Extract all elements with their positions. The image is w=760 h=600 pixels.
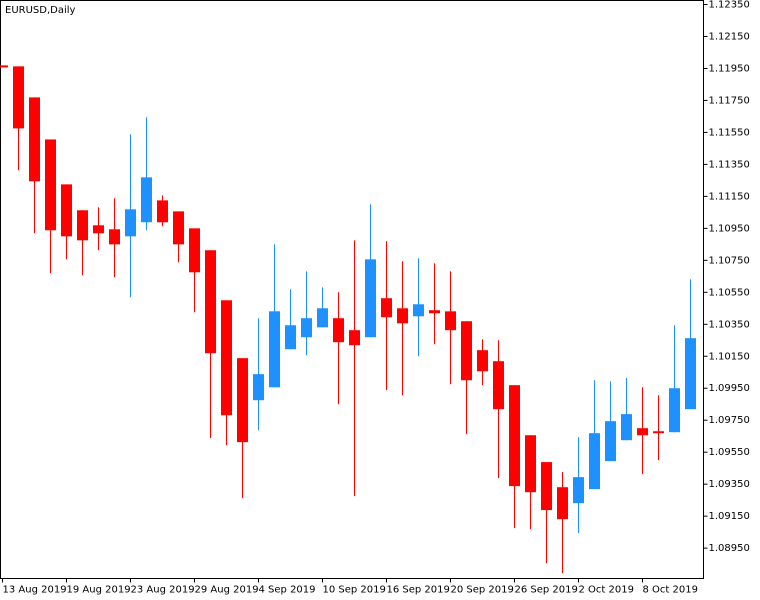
candle-body <box>13 66 24 129</box>
candle-body <box>93 225 104 234</box>
candle-body <box>269 311 280 388</box>
candle-body <box>173 211 184 245</box>
candle-body <box>125 209 136 237</box>
x-tick-label: 23 Aug 2019 <box>131 585 195 596</box>
x-tick-label: 20 Sep 2019 <box>451 585 514 596</box>
x-tick-label: 4 Sep 2019 <box>259 585 316 596</box>
candle-body <box>157 200 168 223</box>
y-tick-label: 1.09150 <box>709 511 750 522</box>
candle-body <box>429 310 440 314</box>
candle-body <box>637 428 648 436</box>
x-tick-label: 10 Sep 2019 <box>323 585 386 596</box>
candle-body <box>285 325 296 350</box>
candle-body <box>29 97 40 182</box>
y-tick-label: 1.10950 <box>709 223 750 234</box>
candle-body <box>109 229 120 245</box>
y-tick-label: 1.12150 <box>709 31 750 42</box>
x-tick-label: 8 Oct 2019 <box>643 585 698 596</box>
candle-body <box>189 228 200 273</box>
candle-body <box>205 250 216 354</box>
candle-body <box>445 311 456 331</box>
y-tick-label: 1.12350 <box>709 0 750 10</box>
candle-body <box>0 65 8 68</box>
y-tick-label: 1.10150 <box>709 351 750 362</box>
y-tick-label: 1.09950 <box>709 383 750 394</box>
x-tick-label: 19 Aug 2019 <box>67 585 131 596</box>
candle-body <box>477 350 488 372</box>
y-tick-label: 1.10750 <box>709 255 750 266</box>
candle-body <box>685 338 696 410</box>
candle-body <box>381 298 392 318</box>
y-tick-label: 1.09350 <box>709 479 750 490</box>
candle-body <box>301 318 312 338</box>
y-tick-label: 1.10350 <box>709 319 750 330</box>
candle-body <box>541 462 552 511</box>
candle-body <box>493 361 504 410</box>
candle-body <box>461 321 472 381</box>
x-tick-label: 26 Sep 2019 <box>515 585 578 596</box>
candle-body <box>621 414 632 441</box>
candle-body <box>669 388 680 433</box>
y-tick-label: 1.10550 <box>709 287 750 298</box>
x-tick-label: 2 Oct 2019 <box>579 585 634 596</box>
chart-title: EURUSD,Daily <box>5 5 76 16</box>
candle-body <box>397 308 408 324</box>
candle-body <box>573 477 584 504</box>
candle-body <box>317 308 328 328</box>
candle-body <box>221 300 232 416</box>
candle-body <box>253 374 264 401</box>
y-tick-label: 1.09750 <box>709 415 750 426</box>
y-tick-label: 1.11350 <box>709 159 750 170</box>
candle-body <box>349 330 360 346</box>
candle-body <box>413 304 424 317</box>
x-tick-label: 16 Sep 2019 <box>387 585 450 596</box>
y-tick-label: 1.11750 <box>709 95 750 106</box>
y-tick-label: 1.11550 <box>709 127 750 138</box>
candle-body <box>557 487 568 520</box>
candle-body <box>333 318 344 343</box>
candle-body <box>61 184 72 237</box>
candle-body <box>365 259 376 338</box>
x-tick-label: 13 Aug 2019 <box>3 585 67 596</box>
plot-frame <box>0 0 704 579</box>
x-tick-label: 29 Aug 2019 <box>195 585 259 596</box>
candle-body <box>77 210 88 241</box>
y-tick-label: 1.08950 <box>709 543 750 554</box>
candle-body <box>653 431 664 434</box>
y-tick-label: 1.11150 <box>709 191 750 202</box>
candle-body <box>237 358 248 443</box>
candle-body <box>605 421 616 462</box>
candle-body <box>589 433 600 490</box>
candle-body <box>525 435 536 493</box>
candle-body <box>509 385 520 487</box>
candle-body <box>45 139 56 231</box>
y-tick-label: 1.09550 <box>709 447 750 458</box>
y-tick-label: 1.11950 <box>709 63 750 74</box>
candle-body <box>141 177 152 223</box>
